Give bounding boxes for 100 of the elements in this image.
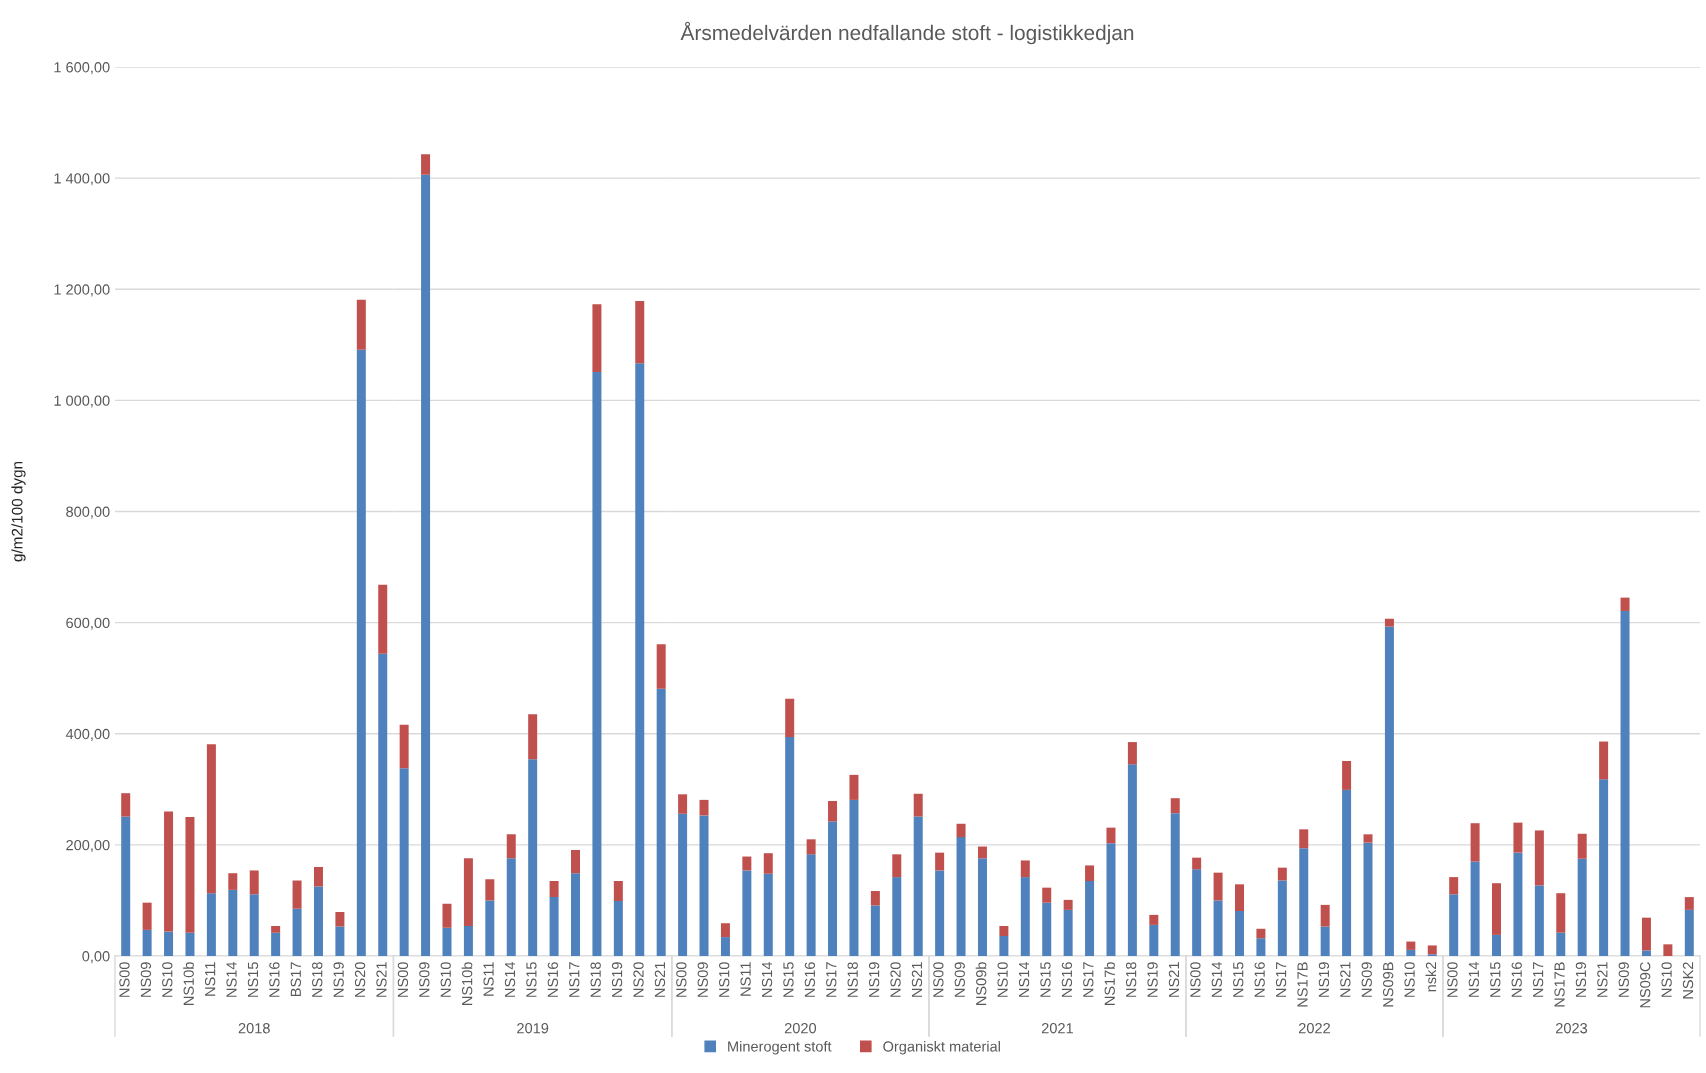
bar bbox=[1384, 618, 1394, 627]
x-tick-label: NS20 bbox=[633, 962, 644, 997]
x-tick-label: NS15 bbox=[1233, 962, 1244, 997]
x-tick-label: NS09 bbox=[140, 962, 152, 997]
bar bbox=[1449, 877, 1459, 895]
bar bbox=[1363, 834, 1373, 843]
bar bbox=[356, 299, 366, 350]
bar bbox=[228, 873, 238, 890]
bar bbox=[421, 154, 431, 175]
bar bbox=[592, 304, 602, 373]
bar bbox=[1599, 741, 1609, 780]
bar bbox=[485, 879, 495, 901]
bar bbox=[699, 799, 709, 816]
bar bbox=[164, 811, 174, 932]
y-tick-label: 200,00 bbox=[66, 839, 110, 853]
bar bbox=[656, 644, 666, 689]
x-tick-label: NS10b bbox=[183, 962, 194, 1005]
bar bbox=[1556, 932, 1566, 956]
x-tick-label: NS14 bbox=[761, 961, 773, 997]
y-tick-label: 400,00 bbox=[65, 728, 110, 741]
bar bbox=[1063, 909, 1073, 956]
x-tick-label: NS09 bbox=[1361, 962, 1372, 997]
bar bbox=[1492, 883, 1502, 935]
bar bbox=[1085, 880, 1095, 956]
bar bbox=[1320, 904, 1330, 927]
bar bbox=[742, 870, 752, 956]
x-tick-label: NS15 bbox=[783, 962, 794, 997]
x-tick-label: NS00 bbox=[1447, 962, 1458, 997]
bar bbox=[806, 854, 816, 956]
x-tick-label: NS17 bbox=[569, 962, 580, 997]
x-tick-label: NS15 bbox=[247, 962, 259, 997]
bar bbox=[1663, 944, 1673, 956]
x-tick-label: NS19 bbox=[611, 962, 623, 997]
x-tick-label: NS15 bbox=[1040, 962, 1051, 997]
bar bbox=[1149, 914, 1159, 925]
bar bbox=[335, 926, 345, 956]
x-tick-label: NS16 bbox=[547, 962, 558, 997]
x-tick-label: NS18 bbox=[847, 962, 858, 997]
x-tick-label: NS16 bbox=[269, 962, 280, 997]
bar bbox=[892, 877, 902, 956]
bar bbox=[1299, 848, 1309, 956]
x-tick-label: NS17 bbox=[1532, 962, 1544, 997]
x-tick-label: NS09 bbox=[697, 962, 708, 997]
x-tick-label: NS16 bbox=[1061, 962, 1073, 997]
bar bbox=[849, 799, 859, 956]
bar bbox=[1192, 857, 1202, 870]
x-tick-label: NS10 bbox=[1661, 962, 1672, 997]
bar bbox=[1256, 928, 1266, 939]
bar bbox=[613, 880, 623, 901]
x-tick-label: NS19 bbox=[1147, 962, 1158, 997]
bar bbox=[528, 714, 538, 760]
x-tick-label: NS09C bbox=[1640, 962, 1651, 1008]
bar bbox=[977, 858, 987, 956]
x-tick-label: NS00 bbox=[1190, 962, 1201, 997]
x-axis-title: 2022 bbox=[1298, 1023, 1330, 1034]
chart-title: Årsmedelvärden nedfallande stoft - logistikkedjan bbox=[680, 21, 1134, 45]
y-tick-label: 1 200,00 bbox=[54, 284, 110, 297]
x-tick-label: NS21 bbox=[1597, 962, 1608, 997]
bar bbox=[463, 926, 473, 956]
bar bbox=[870, 905, 880, 956]
bar bbox=[720, 937, 730, 956]
bar bbox=[1620, 597, 1630, 611]
bar bbox=[1556, 893, 1566, 933]
bar bbox=[678, 794, 688, 814]
bar bbox=[1277, 867, 1287, 881]
bar bbox=[506, 834, 516, 859]
bar bbox=[185, 817, 195, 933]
bar bbox=[1534, 885, 1544, 956]
bar bbox=[142, 929, 152, 956]
bar bbox=[549, 897, 559, 956]
x-tick-label: NS09 bbox=[1618, 962, 1629, 997]
bar bbox=[485, 900, 495, 956]
bar bbox=[378, 584, 388, 654]
bar bbox=[956, 837, 966, 956]
bar bbox=[592, 372, 602, 956]
x-tick-label: NS21 bbox=[654, 962, 666, 997]
bar bbox=[956, 823, 966, 838]
x-tick-label: NS10b bbox=[461, 962, 473, 1005]
bar bbox=[1277, 880, 1287, 956]
x-tick-label: NS18 bbox=[312, 962, 323, 997]
bar bbox=[1384, 626, 1394, 956]
bar bbox=[549, 880, 559, 898]
bar bbox=[999, 926, 1009, 936]
bar bbox=[206, 744, 216, 894]
bar bbox=[1684, 897, 1694, 910]
x-tick-label: NS10 bbox=[997, 962, 1008, 997]
bar bbox=[292, 880, 302, 909]
bar bbox=[1042, 887, 1052, 903]
bar bbox=[1106, 827, 1116, 844]
bar bbox=[656, 688, 666, 956]
x-tick-label: NSK2 bbox=[1682, 962, 1694, 999]
bar bbox=[720, 923, 730, 938]
x-tick-label: NS10 bbox=[440, 962, 451, 997]
bar bbox=[999, 936, 1009, 956]
x-tick-label: NS19 bbox=[333, 962, 344, 997]
bar bbox=[1235, 910, 1244, 956]
bar bbox=[1149, 924, 1159, 956]
bar bbox=[142, 902, 152, 930]
x-tick-label: NS00 bbox=[397, 962, 409, 997]
y-tick-label: 1 000,00 bbox=[54, 395, 110, 408]
